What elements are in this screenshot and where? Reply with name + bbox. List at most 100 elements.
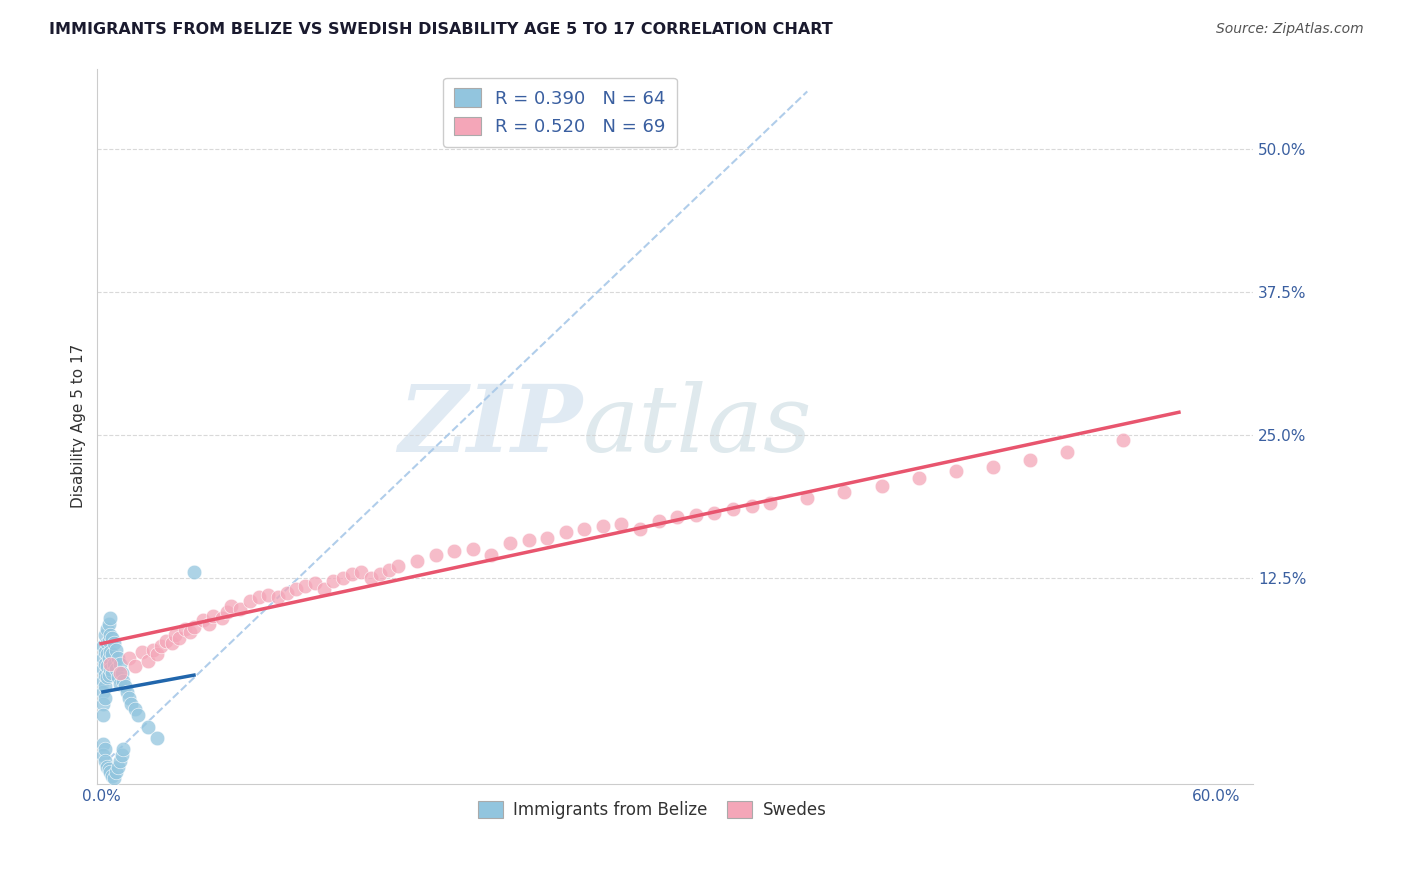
- Point: [628, 522, 651, 536]
- Point: [104, 643, 127, 657]
- Point: [155, 633, 177, 648]
- Point: [136, 654, 159, 668]
- Point: [103, 657, 125, 671]
- Point: [91, 640, 114, 654]
- Point: [94, 628, 117, 642]
- Point: [360, 571, 382, 585]
- Point: [101, 632, 124, 646]
- Point: [907, 471, 929, 485]
- Point: [108, 665, 131, 680]
- Point: [94, 680, 117, 694]
- Point: [103, 636, 125, 650]
- Point: [103, 771, 125, 785]
- Point: [94, 742, 117, 756]
- Point: [666, 510, 689, 524]
- Point: [425, 548, 447, 562]
- Point: [160, 636, 183, 650]
- Point: [98, 645, 121, 659]
- Point: [97, 762, 120, 776]
- Point: [312, 582, 335, 597]
- Point: [118, 651, 141, 665]
- Point: [193, 613, 215, 627]
- Point: [98, 611, 121, 625]
- Point: [91, 737, 114, 751]
- Point: [96, 648, 118, 662]
- Point: [110, 748, 132, 763]
- Point: [266, 591, 288, 605]
- Point: [115, 685, 138, 699]
- Point: [108, 677, 131, 691]
- Point: [165, 628, 187, 642]
- Point: [110, 665, 132, 680]
- Point: [257, 588, 280, 602]
- Point: [183, 565, 205, 579]
- Point: [97, 633, 120, 648]
- Point: [183, 620, 205, 634]
- Point: [101, 665, 124, 680]
- Point: [870, 479, 893, 493]
- Point: [91, 651, 114, 665]
- Point: [1056, 445, 1078, 459]
- Point: [592, 519, 614, 533]
- Point: [173, 622, 195, 636]
- Point: [741, 499, 763, 513]
- Point: [94, 668, 117, 682]
- Point: [112, 673, 135, 688]
- Point: [479, 548, 502, 562]
- Point: [554, 524, 576, 539]
- Point: [120, 697, 142, 711]
- Point: [136, 719, 159, 733]
- Point: [97, 668, 120, 682]
- Point: [96, 636, 118, 650]
- Text: atlas: atlas: [583, 381, 813, 471]
- Point: [104, 662, 127, 676]
- Point: [217, 605, 239, 619]
- Point: [91, 748, 114, 763]
- Point: [517, 533, 540, 547]
- Point: [91, 673, 114, 688]
- Point: [98, 657, 121, 671]
- Legend: Immigrants from Belize, Swedes: Immigrants from Belize, Swedes: [471, 794, 832, 825]
- Point: [721, 502, 744, 516]
- Point: [108, 657, 131, 671]
- Point: [759, 496, 782, 510]
- Point: [179, 624, 201, 639]
- Point: [97, 651, 120, 665]
- Point: [536, 531, 558, 545]
- Point: [149, 640, 172, 654]
- Point: [107, 759, 129, 773]
- Point: [114, 680, 136, 694]
- Point: [201, 608, 224, 623]
- Point: [685, 508, 707, 522]
- Point: [94, 754, 117, 768]
- Point: [610, 516, 633, 531]
- Point: [112, 742, 135, 756]
- Point: [443, 544, 465, 558]
- Point: [378, 563, 401, 577]
- Point: [91, 697, 114, 711]
- Point: [146, 731, 169, 745]
- Point: [406, 553, 429, 567]
- Point: [131, 645, 153, 659]
- Point: [198, 616, 221, 631]
- Point: [94, 645, 117, 659]
- Point: [276, 585, 298, 599]
- Point: [108, 754, 131, 768]
- Point: [239, 593, 262, 607]
- Point: [350, 565, 373, 579]
- Point: [124, 702, 146, 716]
- Point: [703, 506, 725, 520]
- Point: [211, 611, 233, 625]
- Point: [124, 658, 146, 673]
- Point: [146, 648, 169, 662]
- Point: [98, 628, 121, 642]
- Text: Source: ZipAtlas.com: Source: ZipAtlas.com: [1216, 22, 1364, 37]
- Point: [104, 765, 127, 780]
- Point: [91, 708, 114, 723]
- Point: [98, 765, 121, 780]
- Point: [1112, 434, 1135, 448]
- Point: [96, 759, 118, 773]
- Point: [142, 643, 165, 657]
- Point: [304, 576, 326, 591]
- Point: [796, 491, 818, 505]
